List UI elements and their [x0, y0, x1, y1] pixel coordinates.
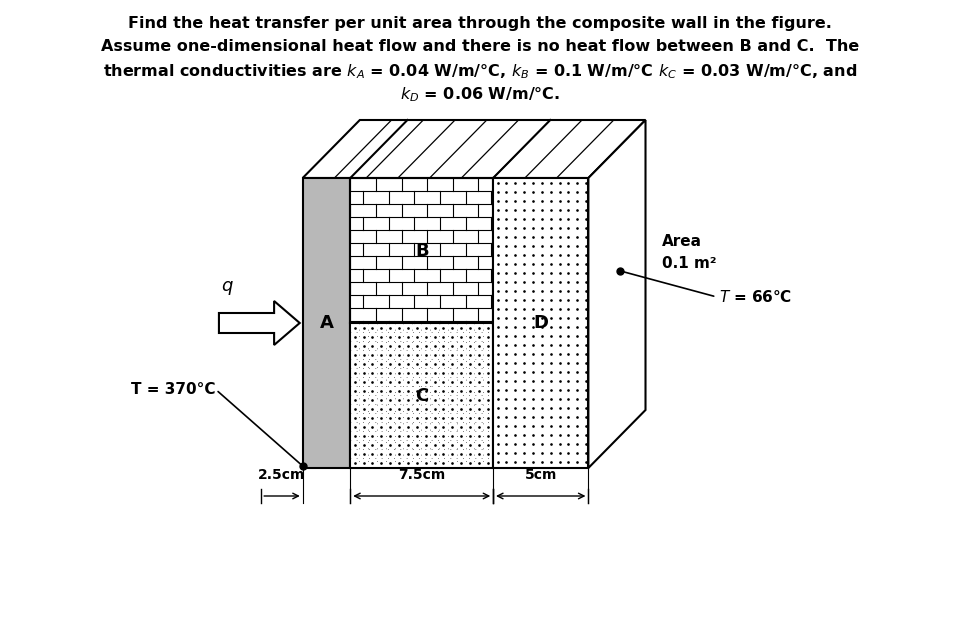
Bar: [302, 178, 350, 468]
Text: 7.5cm: 7.5cm: [398, 468, 445, 482]
Text: $\mathit{k}_D$ = 0.06 W/m/°C.: $\mathit{k}_D$ = 0.06 W/m/°C.: [400, 85, 560, 104]
Bar: [350, 178, 493, 323]
Text: thermal conductivities are $\mathit{k}_A$ = 0.04 W/m/°C, $\mathit{k}_B$ = 0.1 W/: thermal conductivities are $\mathit{k}_A…: [103, 62, 857, 80]
Polygon shape: [588, 120, 645, 468]
Polygon shape: [302, 120, 645, 178]
Text: 5cm: 5cm: [524, 468, 557, 482]
Text: Assume one-dimensional heat flow and there is no heat flow between B and C.  The: Assume one-dimensional heat flow and the…: [101, 39, 859, 54]
Text: C: C: [415, 386, 428, 404]
Text: 0.1 m²: 0.1 m²: [662, 256, 717, 271]
Polygon shape: [219, 301, 300, 345]
Text: D: D: [533, 314, 548, 332]
Bar: [493, 178, 588, 468]
Text: Area: Area: [662, 235, 703, 249]
Text: q: q: [221, 277, 232, 295]
Text: T = 370°C: T = 370°C: [132, 382, 216, 397]
Text: B: B: [415, 241, 428, 259]
Text: 2.5cm: 2.5cm: [258, 468, 305, 482]
Text: A: A: [320, 314, 333, 332]
Text: Find the heat transfer per unit area through the composite wall in the figure.: Find the heat transfer per unit area thr…: [128, 16, 832, 31]
Text: $\mathit{T}$ = 66°C: $\mathit{T}$ = 66°C: [719, 289, 793, 305]
Bar: [350, 323, 493, 468]
